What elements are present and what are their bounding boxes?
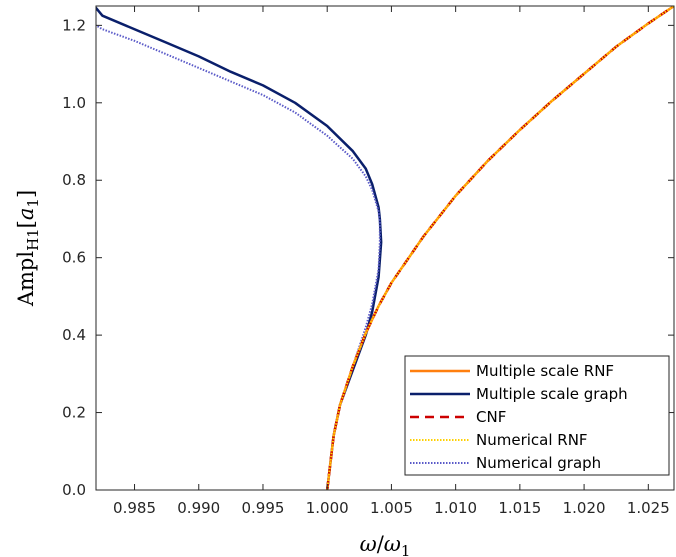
legend: Multiple scale RNF Multiple scale graph CN…	[404, 355, 670, 476]
y-tick-label: 0.8	[62, 171, 86, 189]
y-axis-title: AmplH1[a1]	[14, 190, 42, 307]
x-tick-label: 0.995	[242, 499, 285, 517]
y-tick-label: 0.0	[62, 481, 86, 499]
y-tick-label: 0.2	[62, 404, 86, 422]
legend-label-multiple-scale-rnf: Multiple scale RNF	[476, 362, 614, 380]
y-axis-title-bracket: [	[14, 220, 38, 228]
y-axis-title-main: Ampl	[14, 251, 38, 308]
x-tick-label: 1.025	[627, 499, 670, 517]
series-line-numerical-rnf	[326, 6, 674, 490]
x-axis-title-omega1: ω	[384, 532, 401, 556]
legend-label-multiple-scale-graph: Multiple scale graph	[476, 385, 628, 403]
x-axis-title-omega: ω	[360, 532, 377, 556]
legend-label-numerical-rnf: Numerical RNF	[476, 431, 588, 449]
x-tick-label: 1.015	[498, 499, 541, 517]
x-tick-label: 1.020	[563, 499, 606, 517]
y-tick-label: 1.0	[62, 94, 86, 112]
x-tick-label: 1.005	[370, 499, 413, 517]
y-axis-title-sub: H1	[24, 228, 42, 251]
x-tick-label: 0.985	[113, 499, 156, 517]
y-axis-title-close: ]	[14, 190, 38, 198]
x-axis-title-slash: /	[377, 532, 385, 556]
x-tick-label: 1.000	[306, 499, 349, 517]
x-axis-title-sub: 1	[401, 542, 411, 557]
x-tick-label: 0.990	[177, 499, 220, 517]
legend-label-numerical-graph: Numerical graph	[476, 454, 601, 472]
y-tick-label: 0.6	[62, 249, 86, 267]
y-axis: 0.0 0.2 0.4 0.6 0.8 1.0 1.2	[62, 16, 674, 499]
plot-frame	[95, 5, 675, 491]
series-layer	[96, 6, 674, 490]
y-tick-label: 0.4	[62, 326, 86, 344]
x-axis-title: ω/ω1	[360, 532, 411, 557]
x-tick-label: 1.010	[434, 499, 477, 517]
legend-label-cnf: CNF	[476, 408, 506, 426]
y-axis-title-a-sub: 1	[24, 198, 42, 208]
y-axis-title-a: a	[14, 208, 38, 221]
x-axis: 0.985 0.990 0.995 1.000 1.005 1.010 1.015 1.020…	[113, 6, 670, 517]
legend-box	[404, 355, 670, 476]
y-tick-label: 1.2	[62, 16, 86, 34]
